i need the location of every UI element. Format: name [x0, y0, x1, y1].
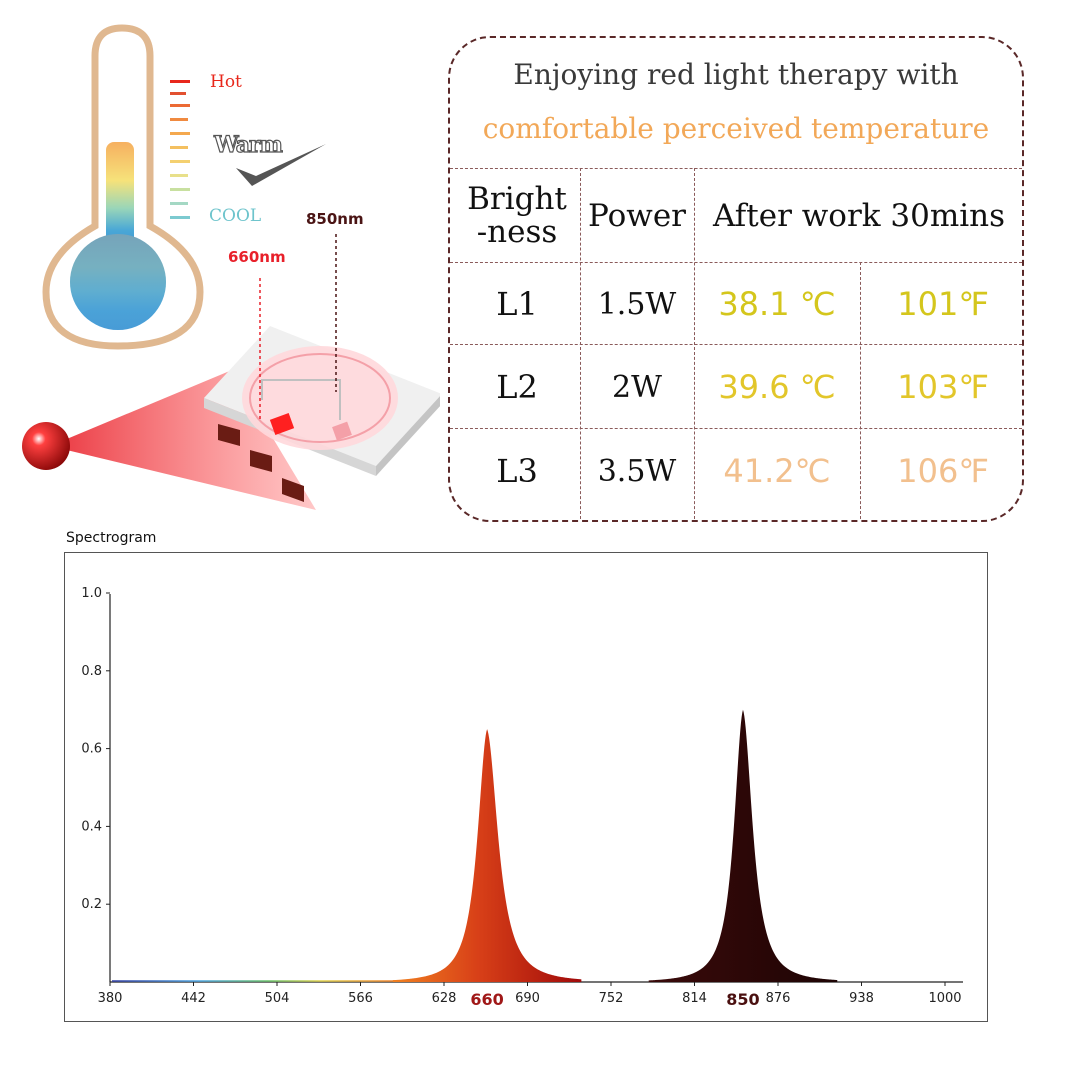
row-celsius: 38.1 ℃ — [718, 285, 836, 323]
header-brightness: Bright -ness — [454, 172, 580, 260]
spectrogram-chart: 380 442 504 566 628 690 752 814 876 938 1000 0.2 0.4… — [81, 586, 963, 1009]
y-tick-label: 0.6 — [81, 742, 102, 757]
thermometer-led-illustration: Hot Warm COOL 660nm 850nm — [0, 0, 442, 530]
table-divider — [580, 168, 581, 520]
x-tick-label: 1000 — [928, 991, 961, 1006]
x-tick-label: 690 — [515, 991, 540, 1006]
series-peak-850 — [648, 709, 838, 982]
table-divider — [450, 428, 1022, 429]
chart-title: Spectrogram — [66, 530, 157, 546]
x-tick-label: 876 — [766, 991, 791, 1006]
row-celsius: 41.2℃ — [723, 452, 831, 490]
chart-series — [112, 709, 838, 982]
row-level: L2 — [496, 368, 538, 406]
table-title-line-1: Enjoying red light therapy with — [513, 58, 959, 91]
header-power: Power — [588, 197, 686, 234]
row-power: 3.5W — [597, 453, 677, 489]
spectrogram-chart-frame: 380 442 504 566 628 690 752 814 876 938 1000 0.2 0.4… — [64, 552, 988, 1022]
y-tick-label: 1.0 — [81, 586, 102, 601]
x-tick-label: 442 — [181, 991, 206, 1006]
x-tick-label: 504 — [265, 991, 290, 1006]
row-level: L1 — [496, 285, 538, 323]
table-divider — [860, 262, 861, 520]
header-brightness-line-1: Bright — [467, 181, 567, 218]
chart-axes — [109, 594, 963, 983]
scale-label-hot: Hot — [210, 72, 242, 92]
row-fahrenheit: 101℉ — [897, 285, 989, 323]
thermometer-icon — [22, 24, 442, 510]
table-divider — [450, 344, 1022, 345]
y-tick-label: 0.8 — [81, 664, 102, 679]
x-tick-label: 628 — [432, 991, 457, 1006]
temperature-table-panel: Enjoying red light therapy with comforta… — [448, 36, 1024, 522]
x-tick-label: 752 — [599, 991, 624, 1006]
baseline-spectrum — [112, 980, 461, 982]
header-brightness-line-2: -ness — [476, 214, 558, 250]
table-title-line-2: comfortable perceived temperature — [482, 112, 990, 145]
scale-label-warm: Warm — [213, 131, 283, 158]
table-divider — [450, 262, 1022, 263]
row-fahrenheit: 106℉ — [897, 452, 989, 490]
scale-label-cool: COOL — [209, 206, 262, 226]
x-tick-label: 380 — [98, 991, 123, 1006]
wavelength-label-850nm: 850nm — [306, 210, 364, 228]
table-divider — [694, 168, 695, 520]
wavelength-label-660nm: 660nm — [228, 248, 286, 266]
table-divider — [450, 168, 1022, 169]
y-tick-label: 0.2 — [81, 897, 102, 912]
row-celsius: 39.6 ℃ — [718, 368, 836, 406]
row-fahrenheit: 103℉ — [897, 368, 989, 406]
x-tick-label: 566 — [348, 991, 373, 1006]
x-tick-label: 938 — [849, 991, 874, 1006]
chart-ticks: 380 442 504 566 628 690 752 814 876 938 1000 0.2 0.4… — [81, 586, 961, 1009]
y-tick-label: 0.4 — [81, 819, 102, 834]
peak-label-850: 850 — [726, 990, 759, 1009]
peak-label-660: 660 — [470, 990, 503, 1009]
row-power: 2W — [612, 369, 662, 405]
row-power: 1.5W — [597, 286, 677, 322]
x-tick-label: 814 — [682, 991, 707, 1006]
header-after-work: After work 30mins — [712, 197, 1006, 234]
series-peak-660 — [392, 729, 582, 982]
row-level: L3 — [496, 452, 538, 490]
